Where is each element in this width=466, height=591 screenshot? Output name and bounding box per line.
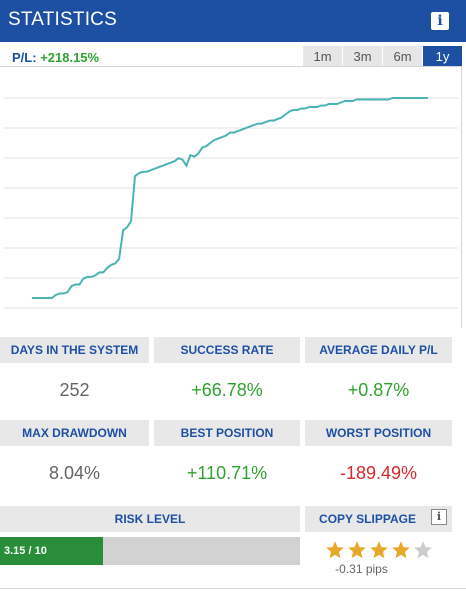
pl-chart-svg [4, 97, 458, 309]
page-title: STATISTICS [8, 9, 117, 30]
pl-chart [0, 66, 462, 328]
avg-daily-label: AVERAGE DAILY P/L [305, 337, 452, 363]
star-filled-icon [370, 541, 388, 559]
slippage-info-icon[interactable]: i [431, 509, 447, 525]
pl-value: +218.15% [40, 50, 100, 65]
info-icon[interactable]: i [431, 12, 449, 30]
worst-position-value: -189.49% [339, 463, 418, 483]
range-selector: 1m 3m 6m 1y [303, 46, 463, 67]
max-drawdown-label: MAX DRAWDOWN [0, 420, 149, 446]
statistics-header: STATISTICS i [0, 0, 466, 42]
star-filled-icon [348, 541, 366, 559]
risk-level-bar: 3.15 / 10 [0, 537, 300, 565]
copy-slippage-label: COPY SLIPPAGE [305, 506, 452, 532]
risk-level-value: 3.15 / 10 [4, 545, 47, 557]
range-1y[interactable]: 1y [423, 46, 462, 67]
best-position-value: +110.71% [186, 463, 268, 483]
risk-level-fill [0, 537, 103, 565]
risk-level-label: RISK LEVEL [0, 506, 300, 532]
slippage-rating [325, 540, 435, 560]
days-label: DAYS IN THE SYSTEM [0, 337, 149, 363]
divider [0, 588, 466, 589]
days-value: 252 [59, 380, 90, 400]
success-value: +66.78% [191, 380, 263, 400]
best-position-label: BEST POSITION [154, 420, 300, 446]
avg-daily-value: +0.87% [347, 380, 410, 400]
star-empty-icon [414, 541, 432, 559]
slippage-pips: -0.31 pips [335, 562, 388, 576]
max-drawdown-value: 8.04% [48, 463, 101, 483]
success-label: SUCCESS RATE [154, 337, 300, 363]
pl-label: P/L: [12, 50, 37, 65]
range-3m[interactable]: 3m [343, 46, 382, 67]
star-filled-icon [392, 541, 410, 559]
range-1m[interactable]: 1m [303, 46, 342, 67]
worst-position-label: WORST POSITION [305, 420, 452, 446]
star-filled-icon [326, 541, 344, 559]
pl-series-line [32, 97, 428, 299]
pl-summary: P/L: +218.15% [12, 50, 99, 65]
range-6m[interactable]: 6m [383, 46, 422, 67]
